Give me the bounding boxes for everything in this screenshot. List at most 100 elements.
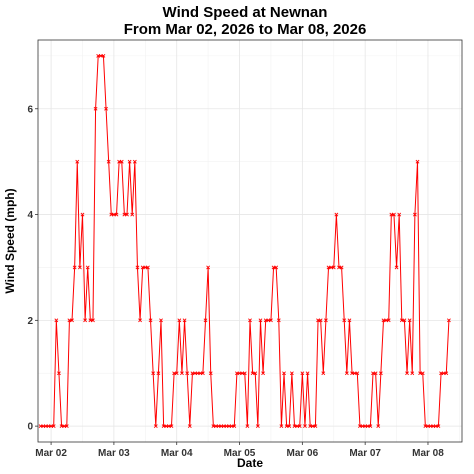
x-tick-label: Mar 04	[161, 448, 193, 459]
data-point-marker	[410, 371, 415, 376]
y-tick-label: 0	[27, 422, 33, 433]
data-point-marker	[80, 212, 85, 217]
data-point-marker	[51, 424, 56, 429]
data-point-marker	[347, 318, 352, 323]
data-point-marker	[119, 159, 124, 164]
data-point-marker	[321, 371, 326, 376]
plot-panel	[37, 39, 463, 443]
x-tick-label: Mar 07	[349, 448, 381, 459]
data-point-marker	[174, 371, 179, 376]
data-point-marker	[64, 424, 69, 429]
data-point-marker	[72, 265, 77, 270]
series-wind-speed	[38, 53, 451, 429]
data-point-marker	[185, 371, 190, 376]
data-point-marker	[303, 424, 307, 429]
data-point-marker	[200, 371, 205, 376]
data-point-marker	[187, 424, 192, 429]
y-axis-title: Wind Speed (mph)	[3, 188, 17, 293]
data-point-marker	[153, 424, 158, 429]
data-point-marker	[104, 106, 108, 111]
data-point-marker	[258, 318, 263, 323]
data-point-marker	[420, 371, 425, 376]
x-tick-label: Mar 03	[98, 448, 130, 459]
data-point-marker	[392, 212, 396, 217]
data-point-marker	[242, 371, 247, 376]
data-point-marker	[146, 265, 150, 270]
data-point-marker	[297, 424, 302, 429]
chart-title: Wind Speed at Newnan	[163, 4, 328, 21]
data-point-marker	[232, 424, 237, 429]
data-point-marker	[91, 318, 95, 323]
data-point-marker	[405, 371, 409, 376]
data-point-marker	[355, 371, 360, 376]
data-point-marker	[75, 159, 80, 164]
data-point-marker	[255, 424, 260, 429]
data-point-marker	[208, 371, 213, 376]
x-tick-label: Mar 08	[412, 448, 444, 459]
data-point-marker	[135, 265, 140, 270]
grid-lines	[38, 40, 462, 442]
data-point-marker	[342, 318, 347, 323]
data-point-marker	[70, 318, 74, 323]
data-point-marker	[177, 318, 182, 323]
data-point-marker	[261, 371, 266, 376]
data-point-marker	[276, 318, 281, 323]
data-point-marker	[83, 318, 88, 323]
data-point-marker	[156, 371, 161, 376]
data-point-marker	[313, 424, 318, 429]
data-point-marker	[130, 212, 135, 217]
data-point-marker	[415, 159, 420, 164]
data-point-marker	[394, 265, 399, 270]
data-point-marker	[159, 318, 163, 323]
data-point-marker	[402, 318, 407, 323]
data-point-marker	[305, 371, 310, 376]
data-point-marker	[376, 424, 381, 429]
data-point-marker	[77, 265, 82, 270]
data-point-marker	[85, 265, 90, 270]
data-point-marker	[132, 159, 137, 164]
y-tick-label: 2	[27, 316, 33, 327]
data-point-marker	[318, 318, 323, 323]
data-point-marker	[151, 371, 156, 376]
y-axis: 0 2 4 6	[27, 104, 38, 433]
data-point-marker	[331, 265, 336, 270]
data-point-marker	[397, 212, 402, 217]
data-point-marker	[138, 318, 142, 323]
data-point-marker	[289, 371, 294, 376]
data-point-marker	[127, 159, 132, 164]
chart-subtitle: From Mar 02, 2026 to Mar 08, 2026	[124, 21, 367, 38]
x-tick-label: Mar 06	[287, 448, 319, 459]
data-point-marker	[368, 424, 373, 429]
series-line	[40, 55, 450, 427]
data-point-marker	[323, 318, 328, 323]
data-point-marker	[279, 424, 284, 429]
data-point-marker	[378, 371, 383, 376]
data-point-marker	[93, 106, 98, 111]
y-tick-label: 6	[27, 104, 33, 115]
data-point-marker	[412, 212, 417, 217]
data-point-marker	[253, 371, 258, 376]
data-point-marker	[182, 318, 187, 323]
data-point-marker	[245, 424, 250, 429]
data-point-marker	[203, 318, 208, 323]
data-point-marker	[373, 371, 378, 376]
data-point-marker	[169, 424, 174, 429]
data-point-marker	[54, 318, 59, 323]
data-point-marker	[386, 318, 391, 323]
data-point-marker	[407, 318, 412, 323]
data-point-marker	[57, 371, 61, 376]
data-point-marker	[106, 159, 111, 164]
data-point-marker	[300, 371, 305, 376]
data-point-marker	[339, 265, 344, 270]
data-point-marker	[101, 53, 106, 58]
data-point-marker	[248, 318, 252, 323]
data-point-marker	[282, 371, 286, 376]
data-point-marker	[446, 318, 451, 323]
data-point-marker	[206, 265, 211, 270]
data-point-marker	[180, 371, 184, 376]
x-tick-label: Mar 05	[224, 448, 256, 459]
data-point-marker	[436, 424, 441, 429]
x-axis-title: Date	[237, 456, 263, 470]
data-point-marker	[114, 212, 119, 217]
